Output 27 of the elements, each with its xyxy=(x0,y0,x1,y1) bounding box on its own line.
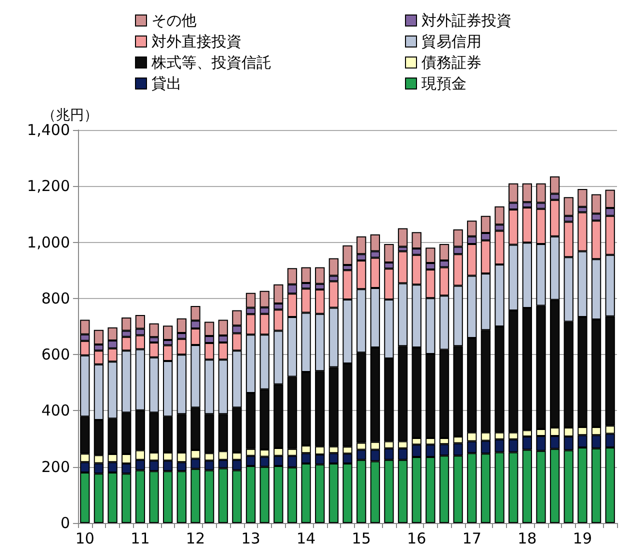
x-tick-label: 16 xyxy=(407,530,426,548)
y-tick-label: 0 xyxy=(60,514,70,532)
legend-label: 貸出 xyxy=(152,74,182,92)
legend-label: 対外証券投資 xyxy=(422,12,512,30)
x-tick-label: 12 xyxy=(186,530,206,548)
y-axis-title: （兆円） xyxy=(42,108,98,124)
x-tick-label: 13 xyxy=(241,530,260,548)
x-tick-label: 19 xyxy=(572,530,592,548)
legend-label: 対外直接投資 xyxy=(152,32,242,50)
y-tick-label: 1,200 xyxy=(27,177,70,196)
y-tick-label: 800 xyxy=(41,289,70,308)
legend-label: その他 xyxy=(152,12,196,30)
y-tick-label: 600 xyxy=(41,346,70,364)
x-tick-label: 17 xyxy=(462,530,482,548)
legend-label: 債務証券 xyxy=(422,54,482,72)
y-tick-label: 200 xyxy=(41,458,70,476)
x-tick-label: 15 xyxy=(352,530,371,548)
legend-label: 現預金 xyxy=(422,74,466,92)
y-tick-label: 400 xyxy=(41,402,70,420)
x-tick-label: 10 xyxy=(75,530,94,548)
x-tick-label: 11 xyxy=(130,530,150,548)
x-tick-label: 14 xyxy=(296,530,316,548)
legend-label: 株式等、投資信託 xyxy=(150,54,272,72)
y-tick-label: 1,000 xyxy=(27,233,70,252)
x-tick-label: 18 xyxy=(518,530,537,548)
y-tick-label: 1,400 xyxy=(27,121,70,139)
legend-label: 貿易信用 xyxy=(422,32,482,50)
